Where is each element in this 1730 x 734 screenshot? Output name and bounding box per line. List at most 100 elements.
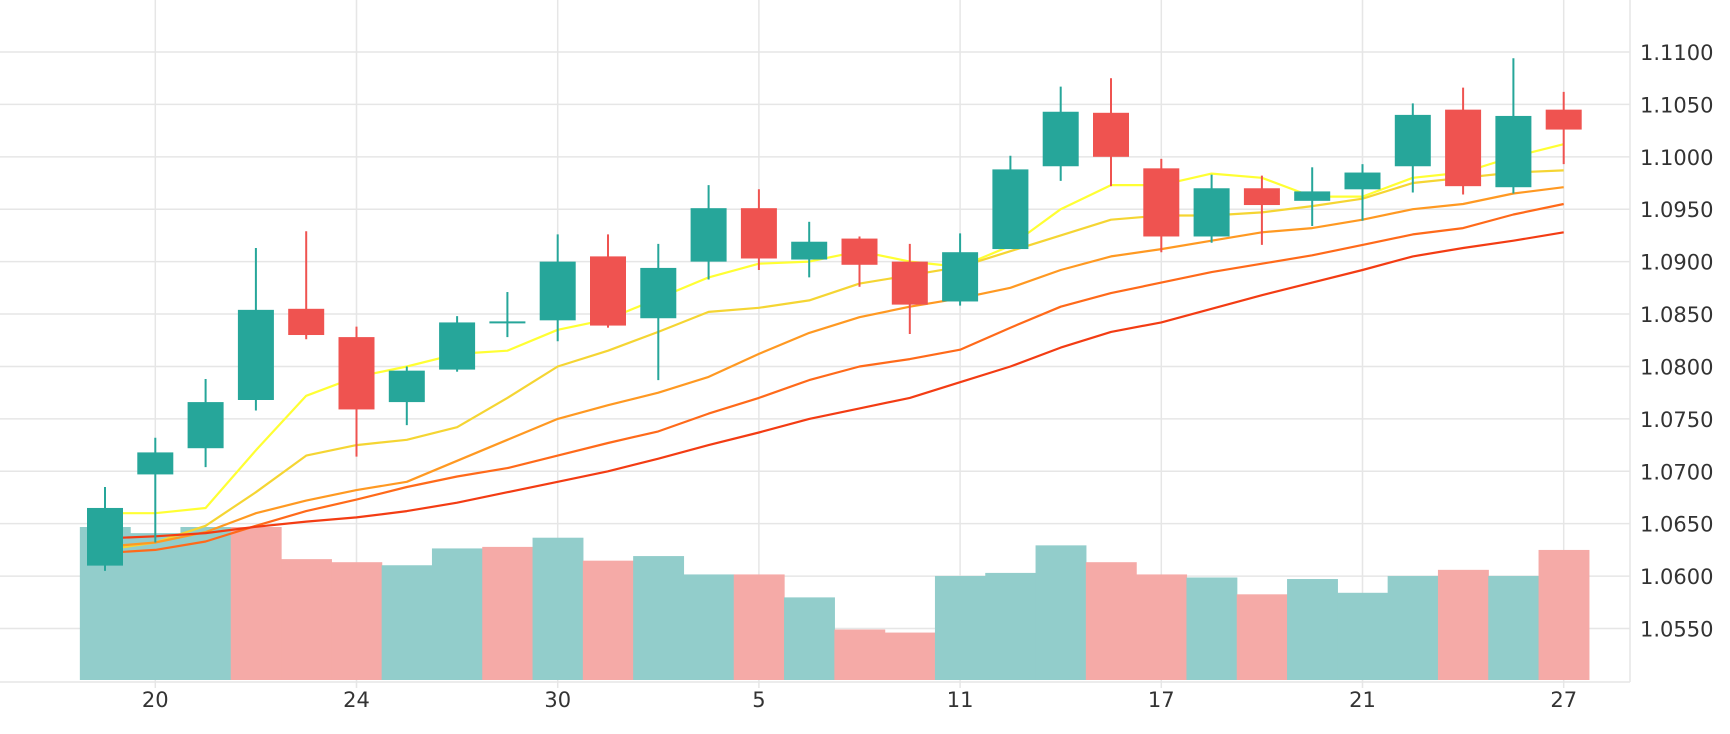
candle-up [1495,58,1532,194]
candle-down [891,243,928,334]
volume-bar [1136,574,1188,680]
candle-body [489,321,526,324]
candle-body [841,238,878,265]
y-tick-label: 1.1000 [1640,146,1713,170]
volume-bars [79,527,1590,680]
y-tick-label: 1.0850 [1640,303,1713,327]
candle-up [640,243,677,381]
candle-down [288,231,325,340]
volume-bar [884,632,936,680]
candle-down [740,189,777,271]
candle-down [1445,87,1482,195]
candle-body [590,256,626,326]
y-tick-label: 1.0700 [1640,460,1713,484]
candle-up [690,185,727,280]
candle-down [338,326,375,457]
volume-bar [180,527,232,680]
candle-up [1193,174,1230,243]
candle-down [1093,78,1129,187]
volume-bar [1488,575,1540,680]
moving-average-lines [104,143,1564,555]
x-axis-ticks: 20 24 30 5 11 17 21 27 [142,688,1577,712]
candle-body [87,507,123,566]
candle-body [439,322,476,370]
candle-up [237,248,274,411]
volume-bar [130,533,182,680]
y-tick-label: 1.1100 [1640,41,1713,65]
y-axis-ticks: 1.0550 1.0600 1.0650 1.0700 1.0750 1.0800 1.08… [1640,41,1713,642]
candles [87,58,1582,571]
candle-up [1042,86,1079,181]
candle-up [388,366,425,426]
volume-bar [934,575,986,680]
candle-body [1394,114,1431,167]
volume-bar [582,560,634,680]
candle-up [791,221,828,278]
candle-down [590,234,626,328]
y-tick-label: 1.0650 [1640,513,1713,537]
volume-bar [1387,575,1439,680]
candle-body [1445,109,1482,187]
volume-bar [381,565,433,680]
volume-bar [1538,549,1590,680]
candle-body [1193,188,1230,237]
x-tick-label: 11 [947,688,974,712]
moving-average-line [104,231,1564,540]
candle-up [489,292,526,338]
y-tick-label: 1.0550 [1640,618,1713,642]
volume-bar [1085,562,1137,680]
candle-body [388,370,425,403]
volume-bar [733,574,785,680]
volume-bar [985,572,1037,680]
candle-body [539,261,576,321]
candle-body [1042,111,1079,167]
candle-up [1394,103,1431,193]
candle-up [942,233,979,306]
candle-up [992,155,1029,250]
volume-bar [331,562,383,680]
x-tick-label: 20 [142,688,169,712]
candle-body [891,261,928,305]
x-tick-label: 30 [544,688,571,712]
candle-body [740,208,777,259]
candle-up [187,379,224,468]
y-tick-label: 1.0600 [1640,565,1713,589]
y-tick-label: 1.0800 [1640,355,1713,379]
candle-body [1243,188,1280,206]
candle-body [1545,109,1582,130]
volume-bar [683,574,735,680]
candle-body [1143,168,1180,237]
candle-body [137,452,174,475]
volume-bar [1287,579,1338,680]
candle-up [439,316,476,372]
candle-up [1294,167,1331,226]
candle-body [288,308,325,336]
candle-body [1344,172,1381,190]
y-tick-label: 1.0750 [1640,408,1713,432]
candle-down [1545,91,1582,165]
moving-average-line [104,169,1564,551]
candle-up [539,234,576,342]
x-tick-label: 17 [1148,688,1175,712]
candle-up [1344,164,1381,221]
y-tick-label: 1.1050 [1640,93,1713,117]
volume-bar [1437,569,1489,680]
x-tick-label: 27 [1550,688,1577,712]
candle-body [1093,112,1129,157]
volume-bar [633,556,685,680]
candle-down [841,236,878,287]
y-tick-label: 1.0950 [1640,198,1713,222]
volume-bar [1035,545,1087,680]
x-tick-label: 5 [752,688,765,712]
volume-bar [1236,594,1288,680]
candle-up [137,437,174,543]
volume-bar [431,548,483,680]
volume-bar [482,546,534,680]
candle-body [942,252,979,302]
moving-average-line [104,202,1564,555]
candle-body [992,169,1029,250]
volume-bar [1337,592,1389,680]
candle-body [1294,191,1331,201]
